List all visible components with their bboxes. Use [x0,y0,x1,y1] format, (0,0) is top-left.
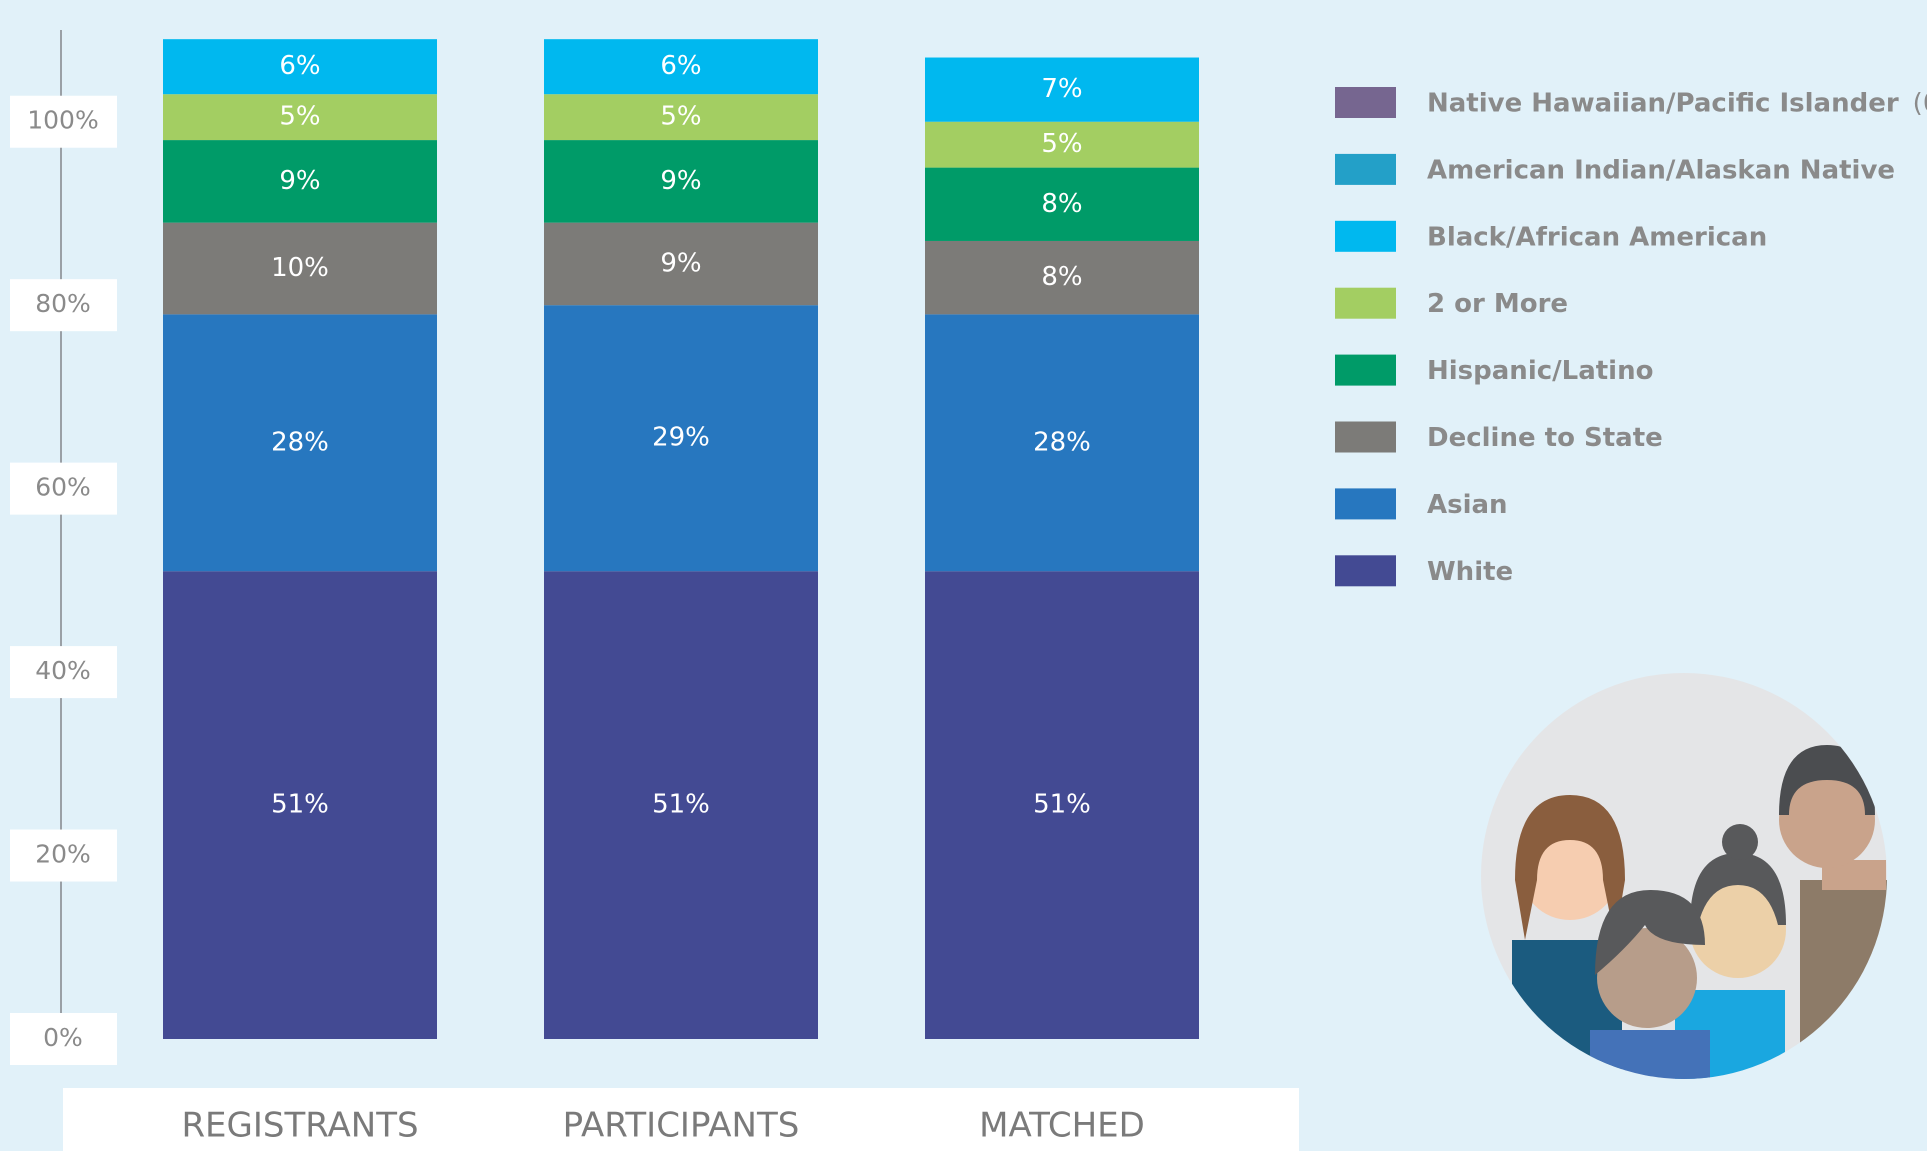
legend-label: Native Hawaiian/Pacific Islander [1427,89,1899,119]
data-label: 8% [1041,189,1082,219]
legend-swatch [1335,87,1396,118]
data-label: 5% [1041,129,1082,159]
legend-label: Black/African American [1427,222,1767,252]
data-label: 6% [279,51,320,81]
data-label: 28% [1033,427,1091,457]
legend-swatch [1335,220,1396,252]
legend-swatch [1335,354,1396,386]
bar-segment [544,39,818,95]
y-tick-label: 40% [35,656,91,685]
y-tick-label: 20% [35,840,91,869]
bar-segment [544,222,818,306]
data-label: 8% [1041,262,1082,292]
legend-label: 2 or More [1427,289,1568,319]
legend-label: White [1427,557,1513,587]
bar-segment [544,94,818,141]
bar-segment [925,240,1199,315]
legend-label: Decline to State [1427,423,1663,453]
data-label: 9% [279,166,320,196]
bar-segment [925,167,1199,241]
category-band [63,1088,1299,1151]
data-label: 6% [660,51,701,81]
bar-segment [544,140,818,223]
bar-segment [925,314,1199,572]
bar-segment [163,314,437,572]
data-label: 51% [1033,790,1091,820]
bar-segment [925,121,1199,168]
legend-swatch [1335,555,1396,587]
legend-swatch [1335,153,1396,185]
legend-note: (0%) [1913,89,1927,119]
y-tick-label: 80% [35,289,91,318]
legend-label: Asian [1427,490,1508,520]
legend-swatch [1335,421,1396,453]
data-label: 28% [271,427,329,457]
bar-segment [163,571,437,1039]
data-label: 29% [652,423,710,453]
bar-segment [163,222,437,315]
data-label: 7% [1041,74,1082,104]
data-label: 10% [271,253,329,283]
bar-segment [163,140,437,223]
data-label: 5% [660,102,701,132]
x-tick-label: MATCHED [979,1106,1145,1146]
bar-segment [544,571,818,1039]
legend-label: American Indian/Alaskan Native [1427,155,1895,185]
bar-segment [544,305,818,572]
y-tick-label: 60% [35,473,91,502]
tick-label-box [10,95,117,148]
tick-label-box [10,1013,117,1065]
legend-swatch [1335,488,1396,520]
tick-label-box [10,829,117,882]
data-label: 51% [652,790,710,820]
bar-segment [163,39,437,95]
data-label: 51% [271,790,329,820]
data-label: 9% [660,248,701,278]
legend-label: Hispanic/Latino [1427,356,1653,386]
data-label: 5% [279,102,320,132]
bar-segment [925,57,1199,122]
tick-label-box [10,462,117,515]
bar-segment [925,571,1199,1039]
legend-swatch [1335,287,1396,319]
tick-label-box [10,279,117,332]
bar-segment [163,94,437,141]
y-tick-label: 100% [27,106,98,135]
x-tick-label: PARTICIPANTS [563,1106,800,1146]
y-tick-label: 0% [43,1023,83,1052]
tick-label-box [10,646,117,699]
data-label: 9% [660,166,701,196]
x-tick-label: REGISTRANTS [181,1106,418,1146]
